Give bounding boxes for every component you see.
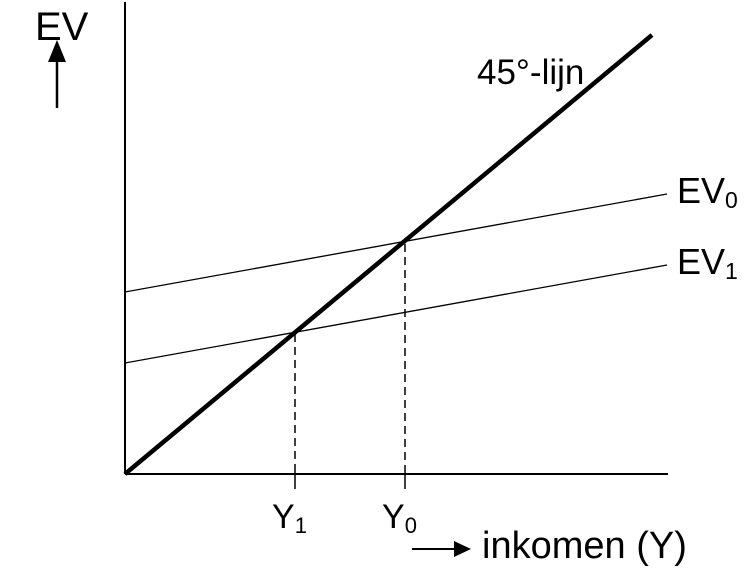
svg-text:EV: EV	[35, 5, 89, 49]
svg-text:EV0: EV0	[677, 170, 738, 213]
svg-text:45°-lijn: 45°-lijn	[477, 53, 584, 92]
svg-text:Y1: Y1	[272, 498, 307, 538]
svg-text:EV1: EV1	[677, 241, 738, 284]
svg-text:Y0: Y0	[382, 498, 417, 538]
svg-text:inkomen (Y): inkomen (Y)	[482, 525, 687, 567]
